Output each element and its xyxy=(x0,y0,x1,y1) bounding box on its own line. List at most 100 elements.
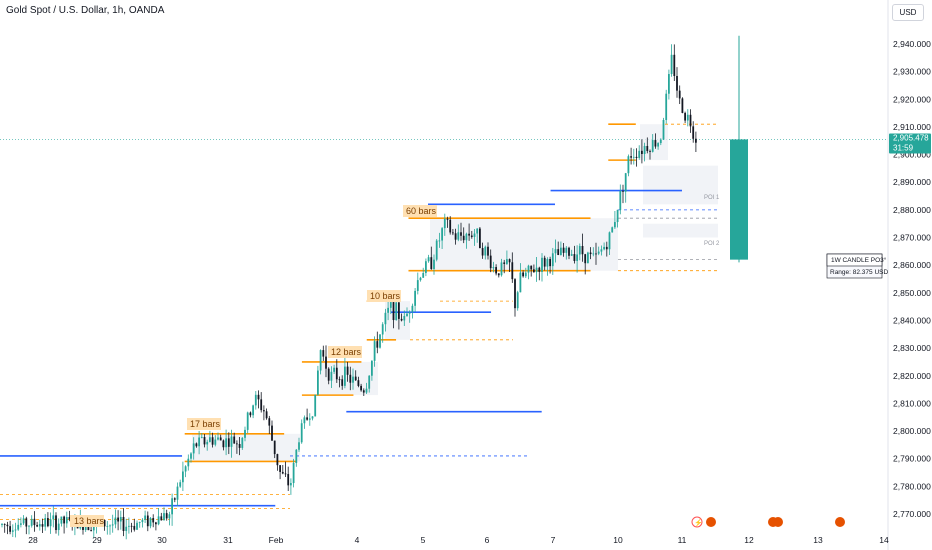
candle-body xyxy=(446,218,449,220)
candle-body xyxy=(427,257,430,262)
bars-label-text: 12 bars xyxy=(331,347,362,357)
candle-body xyxy=(84,524,87,531)
candle-body xyxy=(487,246,489,256)
candle-body xyxy=(519,272,522,293)
candle-body xyxy=(603,246,605,250)
candle-body xyxy=(230,436,233,447)
candle-body xyxy=(408,311,411,314)
candle-body xyxy=(597,251,600,254)
candle-body xyxy=(290,483,292,486)
price-tick-label: 2,780.000 xyxy=(893,481,931,491)
candle-body xyxy=(236,443,238,445)
time-tick-label: 30 xyxy=(157,535,167,545)
candle-body xyxy=(684,112,686,121)
candles xyxy=(1,35,748,540)
candle-body xyxy=(47,518,49,527)
candle-body xyxy=(314,394,317,417)
candle-body xyxy=(403,316,406,321)
bars-label-13: 13 bars xyxy=(70,515,105,527)
candle-body xyxy=(543,257,546,267)
candle-body xyxy=(371,360,373,376)
us-flag-icon[interactable] xyxy=(773,517,783,527)
price-axis[interactable]: 2,770.000 2,780.000 2,790.000 2,800.000 2,81… xyxy=(887,0,931,550)
candle-body xyxy=(306,417,308,420)
weekly-candle-body[interactable] xyxy=(730,139,748,260)
candle-body xyxy=(430,257,433,269)
time-tick-label: 10 xyxy=(613,535,623,545)
candle-body xyxy=(422,273,425,278)
candle-body xyxy=(3,524,6,525)
candle-body xyxy=(462,235,465,241)
candle-body xyxy=(560,247,562,255)
candle-body xyxy=(600,249,603,252)
candle-body xyxy=(14,529,17,531)
candle-body xyxy=(187,458,190,467)
current-price-tag: 2,905.478 31:59 xyxy=(889,133,931,154)
time-axis[interactable]: 28 29 30 31 Feb 4 5 6 7 10 11 12 13 14 xyxy=(28,535,889,545)
candle-body xyxy=(92,524,95,531)
candle-body xyxy=(68,517,71,520)
candle-body xyxy=(117,517,119,522)
candle-body xyxy=(376,341,379,348)
bars-label-bg xyxy=(70,515,104,527)
currency-button[interactable]: USD xyxy=(892,4,924,21)
time-tick-label: 13 xyxy=(813,535,823,545)
candle-body xyxy=(260,399,263,411)
candle-body xyxy=(649,151,651,152)
bars-label-bg xyxy=(403,205,437,217)
candle-body xyxy=(681,98,684,113)
candle-body xyxy=(489,255,492,269)
candle-body xyxy=(241,437,244,448)
candle-body xyxy=(333,367,335,372)
price-tick-label: 2,890.000 xyxy=(893,177,931,187)
price-tick-label: 2,850.000 xyxy=(893,288,931,298)
candle-body xyxy=(25,518,28,527)
candle-body xyxy=(257,394,260,400)
candle-body xyxy=(319,350,322,371)
bars-label-bg xyxy=(328,346,362,358)
us-flag-icon[interactable] xyxy=(835,517,845,527)
candle-body xyxy=(465,233,468,241)
candle-body xyxy=(114,517,117,525)
candle-body xyxy=(128,525,130,527)
candle-body xyxy=(665,93,668,120)
price-tick-label: 2,810.000 xyxy=(893,398,931,408)
candle-body xyxy=(392,302,395,321)
candle-body xyxy=(249,412,252,416)
time-tick-label: 4 xyxy=(355,535,360,545)
us-flag-icon[interactable] xyxy=(706,517,716,527)
candle-body xyxy=(252,405,254,416)
candle-body xyxy=(492,267,495,269)
candle-body xyxy=(109,525,111,527)
candle-body xyxy=(500,262,503,276)
candle-body xyxy=(643,145,646,154)
candle-body xyxy=(136,522,138,530)
candle-body xyxy=(163,513,165,521)
candle-body xyxy=(57,523,60,531)
candle-body xyxy=(614,222,616,228)
candle-body xyxy=(395,302,398,321)
candle-body xyxy=(184,466,187,472)
bars-label-text: 60 bars xyxy=(406,206,437,216)
candle-body xyxy=(322,350,325,357)
candle-body xyxy=(670,54,673,75)
time-tick-label: 12 xyxy=(744,535,754,545)
consolidation-zone xyxy=(643,165,718,205)
candle-body xyxy=(152,518,155,523)
price-tick-label: 2,940.000 xyxy=(893,39,931,49)
candle-body xyxy=(651,140,654,152)
candle-body xyxy=(384,312,387,325)
candle-body xyxy=(573,254,576,261)
candle-body xyxy=(225,438,227,448)
poi-1-label: POI 1 xyxy=(704,195,720,201)
candle-body xyxy=(165,513,168,519)
candle-body xyxy=(281,471,284,474)
candle-body xyxy=(506,259,508,264)
price-tick-label: 2,930.000 xyxy=(893,67,931,77)
candle-body xyxy=(106,525,109,527)
candle-body xyxy=(554,249,557,254)
lightning-icon[interactable] xyxy=(691,516,703,528)
candle-body xyxy=(379,334,381,348)
candle-body xyxy=(530,265,533,270)
